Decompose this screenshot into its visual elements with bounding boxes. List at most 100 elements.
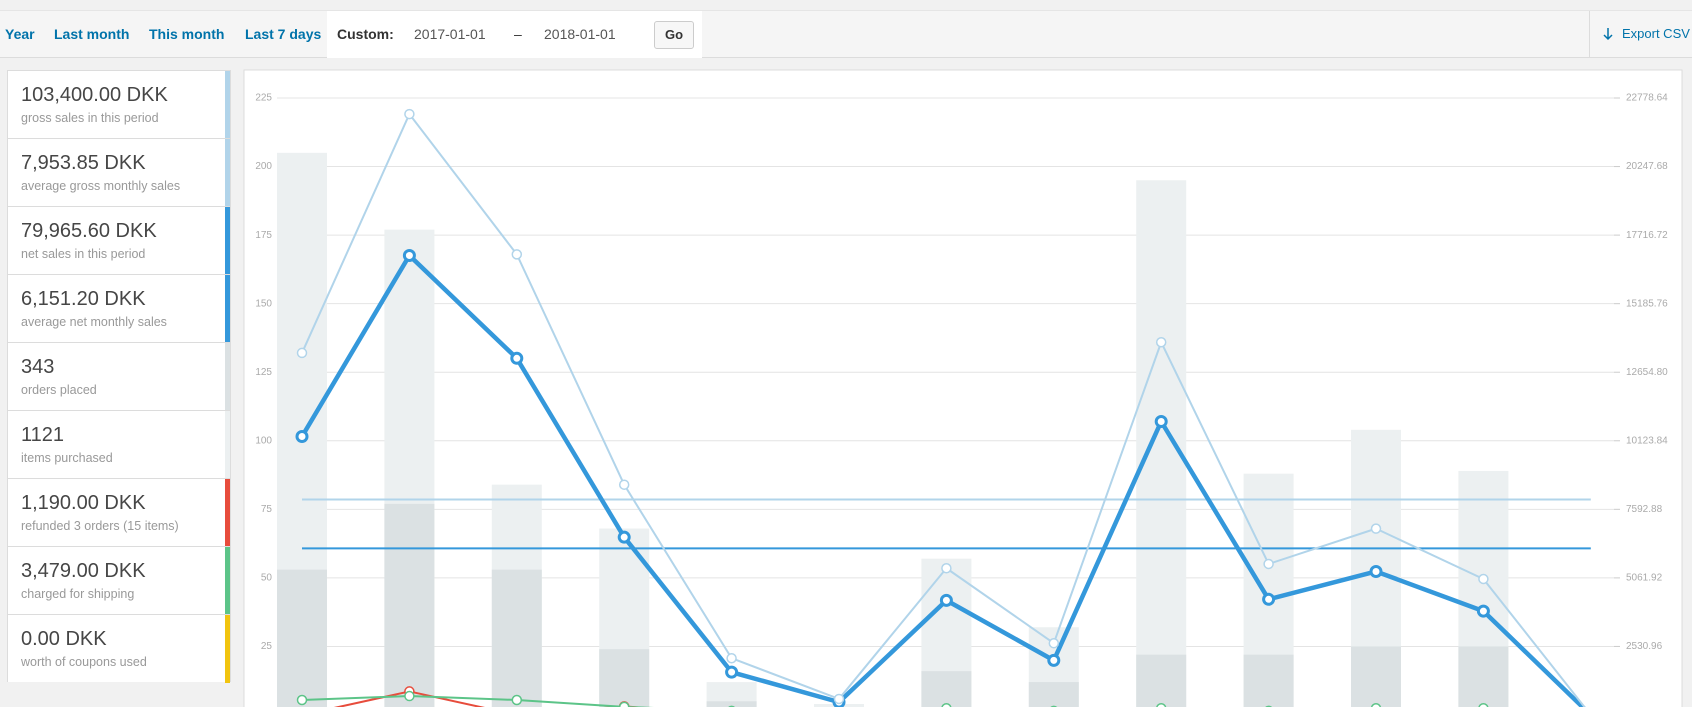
date-from[interactable]: 2017-01-01 — [414, 26, 486, 42]
point — [295, 429, 309, 443]
bar — [1458, 646, 1509, 707]
point — [296, 347, 308, 359]
summary-value: 6,151.20 DKK — [21, 288, 146, 310]
summary-item[interactable]: 1121 items purchased — [7, 410, 231, 479]
y-tick-label: 75 — [261, 504, 273, 515]
summary-item[interactable]: 0.00 DKK worth of coupons used — [7, 614, 231, 683]
summary-color — [225, 479, 230, 547]
point — [404, 690, 415, 702]
go-button[interactable]: Go — [654, 21, 694, 49]
summary-label: gross sales in this period — [21, 111, 159, 125]
bar — [706, 701, 757, 707]
bar — [1136, 180, 1187, 707]
summary-label: items purchased — [21, 451, 113, 465]
y2-tick-label: 17716.72 — [1626, 230, 1668, 241]
summary-color — [225, 207, 230, 275]
export-csv[interactable]: Export CSV — [1589, 11, 1692, 57]
bar — [491, 569, 542, 707]
bar — [1028, 682, 1079, 707]
y2-tick-label: 10123.84 — [1626, 435, 1668, 446]
summary-color — [225, 615, 230, 683]
summary-color — [225, 275, 230, 343]
y-tick-label: 200 — [255, 161, 272, 172]
y2-tick-label: 7592.88 — [1626, 504, 1663, 515]
tab[interactable]: Year — [5, 26, 35, 42]
tab[interactable]: Last month — [54, 26, 130, 42]
point — [1369, 564, 1383, 578]
point — [1478, 573, 1489, 585]
custom-label: Custom: — [337, 26, 394, 42]
summary-item[interactable]: 343 orders placed — [7, 342, 231, 411]
point — [725, 665, 739, 679]
summary-color — [225, 139, 230, 207]
y-tick-label: 25 — [261, 641, 273, 652]
point — [1478, 702, 1489, 707]
y-tick-label: 175 — [255, 230, 272, 241]
bar — [599, 649, 650, 707]
summary-label: charged for shipping — [21, 587, 135, 601]
separator: – — [514, 26, 522, 42]
y-tick-label: 225 — [255, 93, 272, 104]
summary-value: 79,965.60 DKK — [21, 220, 157, 242]
bar — [921, 671, 972, 707]
y2-tick-label: 20247.68 — [1626, 161, 1668, 172]
summary-item[interactable]: 6,151.20 DKK average net monthly sales — [7, 274, 231, 343]
bar — [384, 503, 435, 707]
y2-tick-label: 5061.92 — [1626, 573, 1663, 584]
point — [617, 530, 631, 544]
point — [939, 593, 953, 607]
summary-label: net sales in this period — [21, 247, 146, 261]
point — [1370, 523, 1382, 534]
point — [402, 248, 416, 262]
summary-value: 1,190.00 DKK — [21, 492, 146, 514]
point — [726, 652, 737, 664]
summary-value: 103,400.00 DKK — [21, 84, 168, 106]
point — [941, 702, 952, 707]
point — [941, 562, 952, 574]
tab[interactable]: Last 7 days — [245, 26, 322, 42]
point — [1048, 637, 1060, 649]
y-tick-label: 100 — [255, 435, 272, 446]
y2-tick-label: 12654.80 — [1626, 367, 1668, 378]
point — [1155, 336, 1167, 348]
summary-label: average gross monthly sales — [21, 179, 181, 193]
y-tick-label: 50 — [261, 573, 273, 584]
point — [1047, 653, 1061, 667]
export-label[interactable]: Export CSV — [1622, 26, 1690, 41]
summary-item[interactable]: 3,479.00 DKK charged for shipping — [7, 546, 231, 615]
summary-color — [225, 343, 230, 411]
y2-tick-label: 2530.96 — [1626, 641, 1663, 652]
point — [510, 351, 524, 365]
point — [618, 701, 630, 707]
summary-value: 3,479.00 DKK — [21, 560, 146, 582]
bar — [1136, 654, 1187, 707]
summary-item[interactable]: 103,400.00 DKK gross sales in this period — [7, 70, 231, 139]
point — [1262, 592, 1276, 606]
summary-item[interactable]: 1,190.00 DKK refunded 3 orders (15 items) — [7, 478, 231, 547]
point — [1476, 604, 1490, 618]
summary-color — [225, 411, 230, 479]
summary-label: refunded 3 orders (15 items) — [21, 519, 179, 533]
range-bar: Year Last month This month Last 7 days C… — [0, 10, 1692, 58]
summary-label: orders placed — [21, 383, 97, 397]
summary-value: 0.00 DKK — [21, 628, 107, 650]
summary-item[interactable]: 7,953.85 DKK average gross monthly sales — [7, 138, 231, 207]
summary-color — [225, 547, 230, 615]
y2-tick-label: 22778.64 — [1626, 93, 1668, 104]
date-to[interactable]: 2018-01-01 — [544, 26, 616, 42]
summary-value: 1121 — [21, 424, 65, 446]
custom-range: Custom: 2017-01-01 – 2018-01-01 Go — [327, 11, 702, 58]
point — [404, 108, 415, 120]
y-tick-label: 150 — [255, 298, 272, 309]
summary-item[interactable]: 79,965.60 DKK net sales in this period — [7, 206, 231, 275]
tab[interactable]: This month — [149, 26, 225, 42]
bar — [1351, 646, 1401, 707]
summary-label: average net monthly sales — [21, 315, 167, 329]
point — [1156, 702, 1167, 707]
point — [1370, 702, 1382, 707]
point — [833, 693, 845, 705]
bar — [277, 569, 327, 707]
point — [511, 249, 523, 260]
